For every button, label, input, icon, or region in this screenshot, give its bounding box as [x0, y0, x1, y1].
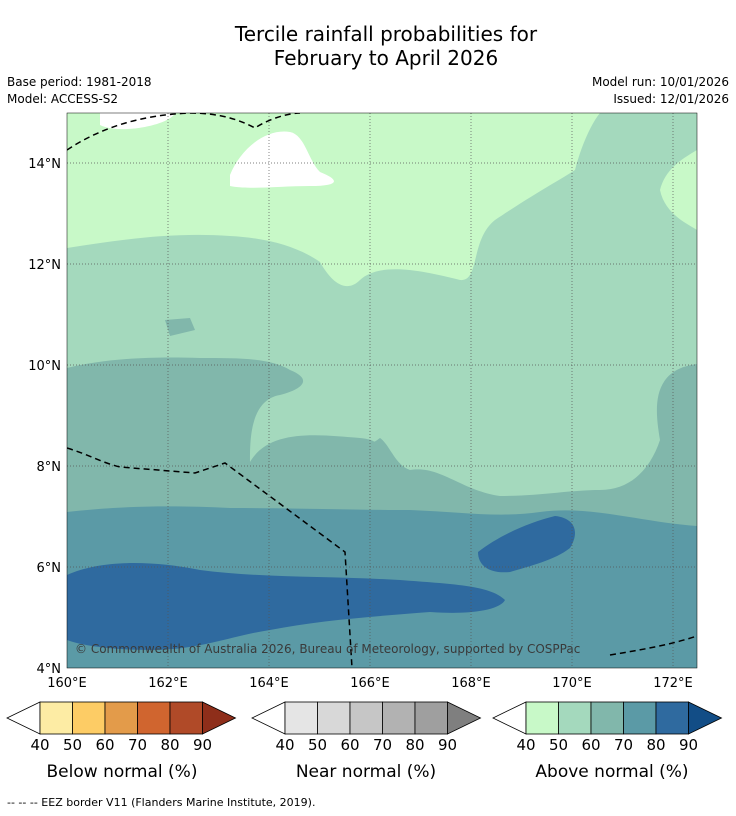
legend-swatch [284, 701, 318, 735]
legend-swatch [525, 701, 559, 735]
meta-right: Model run: 10/01/2026 Issued: 12/01/2026 [592, 74, 729, 108]
legend-tick: 40 [516, 736, 536, 754]
lon-label: 166°E [350, 676, 390, 691]
legend-swatch [104, 701, 138, 735]
legend-swatch [72, 701, 106, 735]
legend-tick: 60 [340, 736, 360, 754]
legend-tick: 70 [613, 736, 634, 754]
legend-swatch [558, 701, 592, 735]
legend-tick: 80 [646, 736, 666, 754]
lat-label: 6°N [37, 561, 62, 576]
legend-swatch [590, 701, 624, 735]
lon-label: 160°E [47, 676, 87, 691]
map-grid [67, 113, 697, 668]
lat-labels: 14°N 12°N 10°N 8°N 6°N 4°N [28, 157, 61, 677]
legend-arrow-low [492, 701, 527, 735]
legend-bars [6, 701, 723, 735]
legend-tick: 50 [548, 736, 569, 754]
legend-tick: 50 [62, 736, 83, 754]
legend-arrow-low [251, 701, 286, 735]
legend-near-label: Near normal (%) [295, 762, 437, 782]
probability-field: © Commonwealth of Australia 2026, Bureau… [67, 113, 697, 668]
meta-left: Base period: 1981-2018 Model: ACCESS-S2 [7, 74, 152, 108]
legend-arrow-high [202, 701, 237, 735]
lat-label: 4°N [37, 662, 62, 677]
lon-label: 168°E [451, 676, 491, 691]
patch-above-60-a [165, 318, 195, 336]
legend-tick: 60 [95, 736, 115, 754]
legend-tick: 60 [581, 736, 601, 754]
legend-arrow-high [447, 701, 482, 735]
legend-tick: 40 [275, 736, 295, 754]
lat-label: 8°N [37, 460, 62, 475]
legend-swatch [137, 701, 171, 735]
legend-below-label: Below normal (%) [46, 762, 198, 782]
legend-tick: 90 [437, 736, 458, 754]
copyright-text: © Commonwealth of Australia 2026, Bureau… [75, 642, 580, 656]
lon-label: 172°E [653, 676, 693, 691]
model-run: Model run: 10/01/2026 [591, 75, 729, 89]
legend-tick: 70 [372, 736, 393, 754]
lat-label: 10°N [28, 359, 61, 374]
lat-label: 14°N [28, 157, 61, 172]
footnote: -- -- -- EEZ border V11 (Flanders Marine… [7, 796, 316, 809]
legend-swatch [169, 701, 203, 735]
legend-swatch [414, 701, 448, 735]
legend-tick: 80 [160, 736, 180, 754]
title-line-2: February to April 2026 [273, 46, 499, 70]
lat-label: 12°N [28, 258, 61, 273]
legend-tick: 40 [30, 736, 50, 754]
lon-label: 170°E [552, 676, 592, 691]
legend-swatch [623, 701, 657, 735]
patch-white-north [230, 131, 334, 188]
legend-tick: 90 [678, 736, 699, 754]
issued-date: Issued: 12/01/2026 [613, 92, 729, 106]
band-above-80 [67, 563, 505, 650]
legend-arrow-high [688, 701, 723, 735]
chart-title: Tercile rainfall probabilities for Febru… [0, 22, 736, 70]
patch-white-top [100, 113, 175, 130]
legend-swatch [655, 701, 689, 735]
model-name: Model: ACCESS-S2 [7, 92, 119, 106]
legend-swatch [39, 701, 73, 735]
base-period: Base period: 1981-2018 [7, 75, 152, 89]
lon-labels: 160°E 162°E 164°E 166°E 168°E 170°E 172°… [47, 676, 693, 691]
map-frame [66, 112, 698, 669]
legend-tick: 50 [307, 736, 328, 754]
legend-swatch [317, 701, 351, 735]
legend-tick: 70 [127, 736, 148, 754]
legend-arrow-low [6, 701, 41, 735]
legend-tick: 90 [192, 736, 213, 754]
title-line-1: Tercile rainfall probabilities for [234, 22, 538, 46]
legend-swatch [382, 701, 416, 735]
eez-border [67, 113, 697, 668]
legend-tick: 80 [405, 736, 425, 754]
lon-label: 164°E [249, 676, 289, 691]
patch-above-80-east [478, 516, 575, 573]
legend-swatch [349, 701, 383, 735]
lon-label: 162°E [148, 676, 188, 691]
legend-above-label: Above normal (%) [535, 762, 689, 782]
